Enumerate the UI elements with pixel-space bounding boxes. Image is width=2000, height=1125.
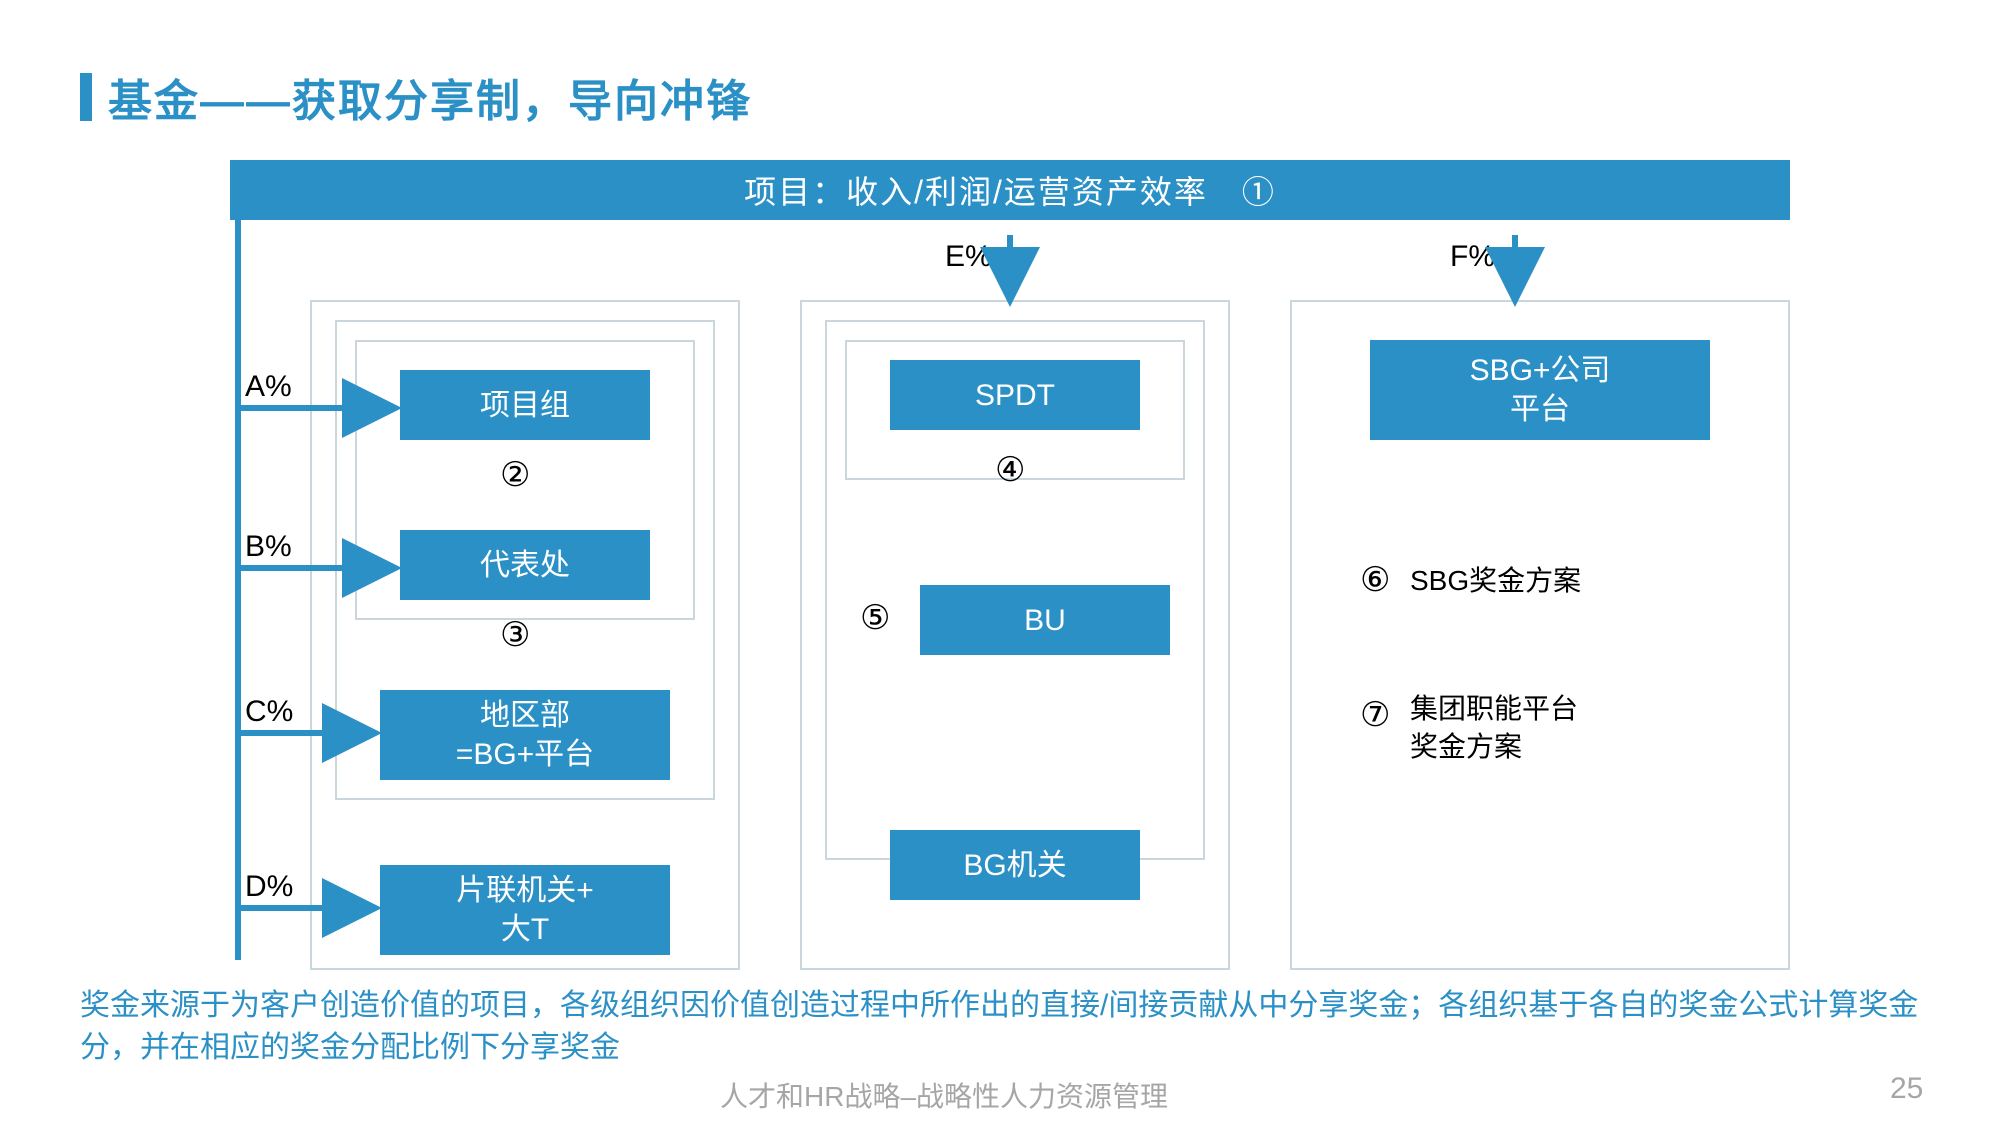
note-group-plan: 集团职能平台 奖金方案	[1410, 690, 1578, 766]
node-project-group-text: 项目组	[480, 386, 570, 425]
title-text: 基金——获取分享制，导向冲锋	[108, 65, 752, 129]
node-pianlian-text: 片联机关+ 大T	[456, 871, 594, 949]
circ-5: ⑤	[860, 598, 890, 638]
node-region-text: 地区部 =BG+平台	[456, 696, 594, 774]
label-C: C%	[245, 695, 293, 729]
node-rep-office: 代表处	[400, 530, 650, 600]
node-pianlian: 片联机关+ 大T	[380, 865, 670, 955]
node-sbg-platform-text: SBG+公司 平台	[1470, 351, 1611, 429]
node-project-group: 项目组	[400, 370, 650, 440]
circ-4: ④	[995, 450, 1025, 490]
header-text: 项目：收入/利润/运营资产效率 ①	[744, 167, 1276, 213]
page-number: 25	[1890, 1072, 1923, 1106]
node-sbg-platform: SBG+公司 平台	[1370, 340, 1710, 440]
node-spdt-text: SPDT	[975, 376, 1055, 415]
node-bg-organ-text: BG机关	[963, 846, 1066, 885]
node-rep-office-text: 代表处	[480, 546, 570, 585]
main-vertical-line	[235, 220, 241, 960]
label-D: D%	[245, 870, 293, 904]
node-bu-text: BU	[1024, 601, 1066, 640]
label-E: E%	[945, 240, 992, 274]
node-bu: BU	[920, 585, 1170, 655]
circ-3: ③	[500, 615, 530, 655]
label-A: A%	[245, 370, 292, 404]
node-spdt: SPDT	[890, 360, 1140, 430]
header-bar: 项目：收入/利润/运营资产效率 ①	[230, 160, 1790, 220]
caption-text: 奖金来源于为客户创造价值的项目，各级组织因价值创造过程中所作出的直接/间接贡献从…	[80, 985, 1920, 1069]
title-accent-bar	[80, 73, 92, 121]
footer-text: 人才和HR战略–战略性人力资源管理	[720, 1075, 1168, 1115]
label-F: F%	[1450, 240, 1495, 274]
note-sbg-plan: SBG奖金方案	[1410, 562, 1581, 600]
node-region: 地区部 =BG+平台	[380, 690, 670, 780]
slide-title: 基金——获取分享制，导向冲锋	[80, 65, 752, 129]
circ-6: ⑥	[1360, 560, 1390, 600]
node-bg-organ: BG机关	[890, 830, 1140, 900]
circ-2: ②	[500, 455, 530, 495]
circ-7: ⑦	[1360, 695, 1390, 735]
label-B: B%	[245, 530, 292, 564]
